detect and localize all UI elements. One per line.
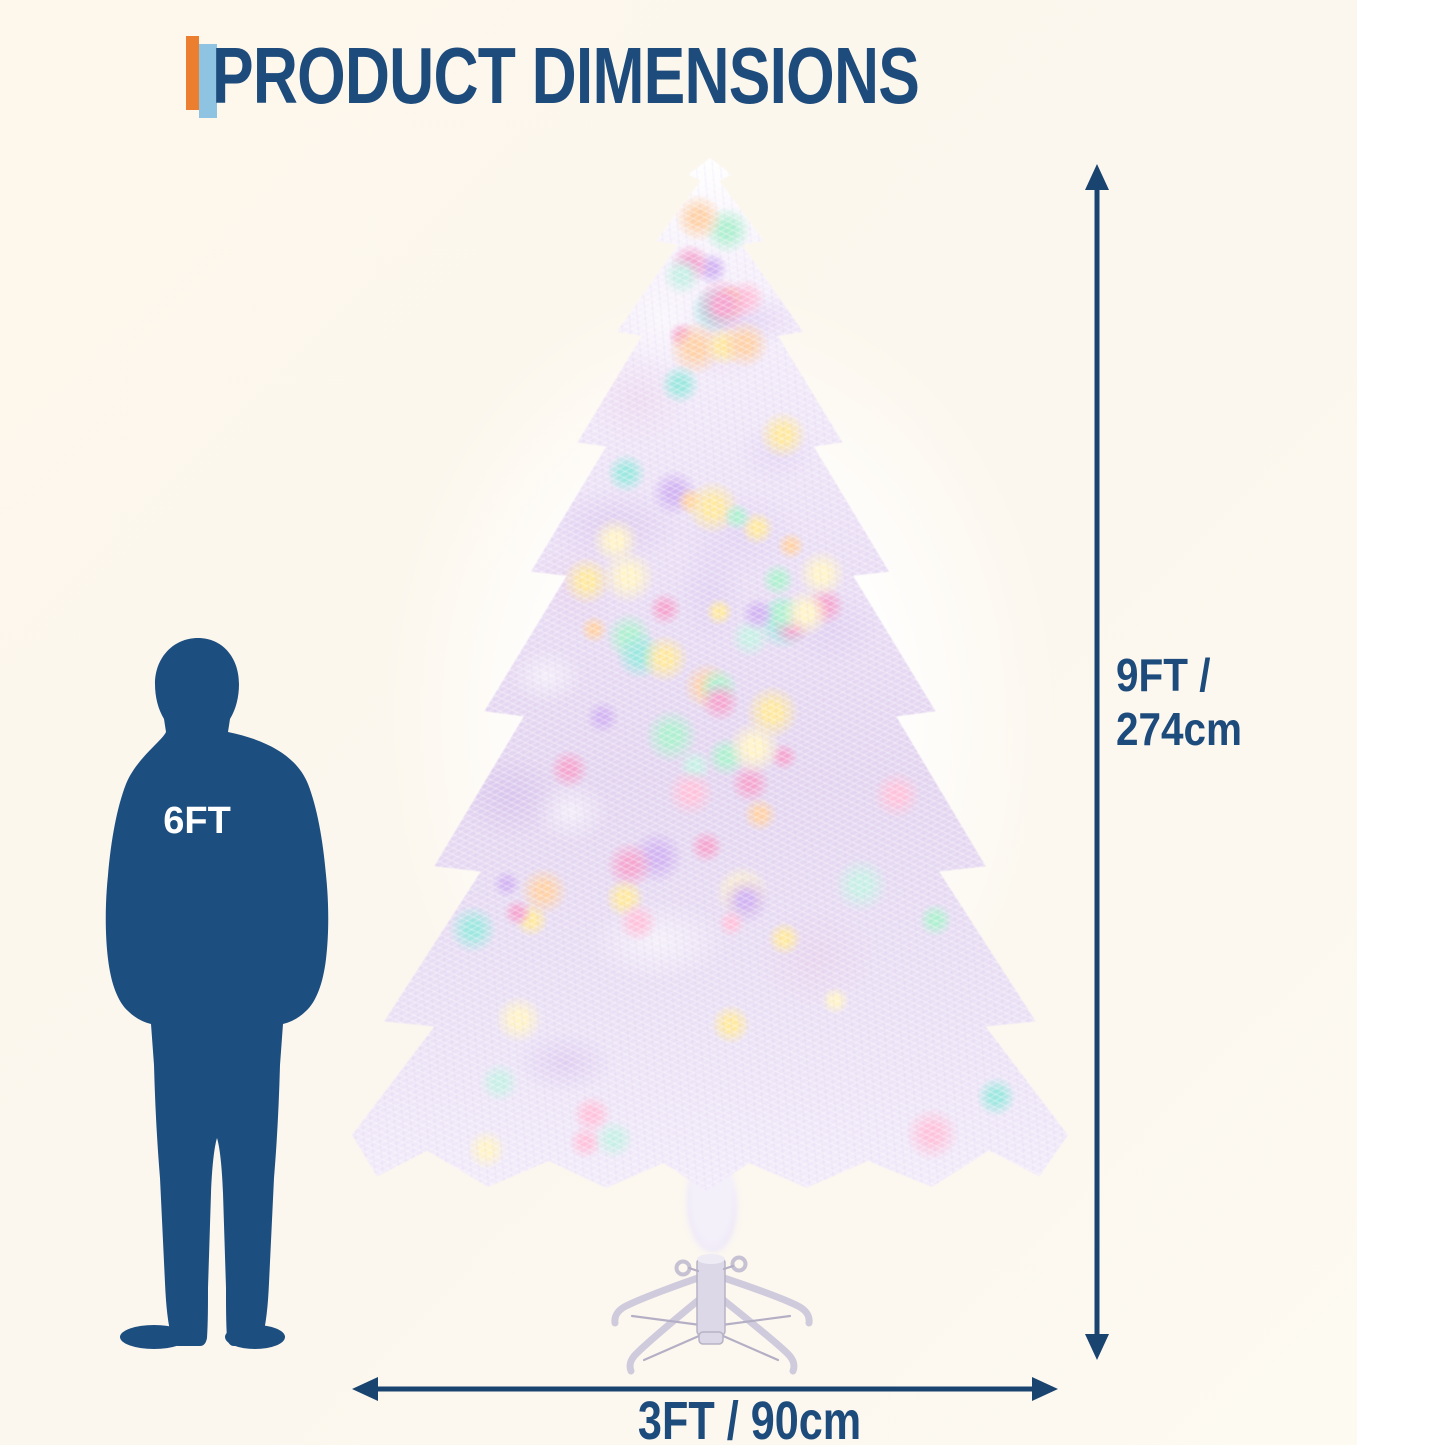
person-body-shape	[105, 638, 329, 1346]
arrow-head-left-icon	[352, 1377, 378, 1401]
width-dimension-label: 3FT / 90cm	[638, 1391, 862, 1445]
christmas-tree-image	[352, 158, 1068, 1192]
arrow-head-down-icon	[1085, 1334, 1109, 1360]
stand-leg-back-left	[611, 1272, 708, 1327]
height-arrow	[1085, 164, 1109, 1360]
title-accent-orange-bar	[186, 36, 199, 110]
stand-leg-front-left	[626, 1290, 710, 1375]
stand-leg-front-right	[712, 1290, 798, 1375]
stand-leg-back-right	[714, 1272, 813, 1327]
arrow-head-up-icon	[1085, 164, 1109, 190]
stand-eye-screw-right	[730, 1255, 748, 1273]
page-title: PRODUCT DIMENSIONS	[212, 31, 920, 120]
person-height-label: 6FT	[163, 800, 231, 842]
width-arrow	[352, 1377, 1058, 1401]
person-silhouette: 6FT	[105, 638, 329, 1349]
height-dimension-label: 9FT / 274cm	[1116, 648, 1242, 757]
height-label-line1: 9FT /	[1116, 649, 1211, 701]
person-right-foot	[225, 1325, 285, 1349]
arrow-head-right-icon	[1032, 1377, 1058, 1401]
tree-stand-image	[611, 1254, 813, 1375]
stand-eye-screw-left	[674, 1259, 692, 1277]
background-white-band	[1357, 0, 1445, 1445]
white-christmas-tree-with-lights	[352, 158, 1068, 1191]
height-label-line2: 274cm	[1116, 703, 1243, 756]
title-accent-blue-bar	[199, 44, 217, 118]
stand-center-tube	[696, 1257, 726, 1337]
person-left-foot	[120, 1325, 188, 1349]
